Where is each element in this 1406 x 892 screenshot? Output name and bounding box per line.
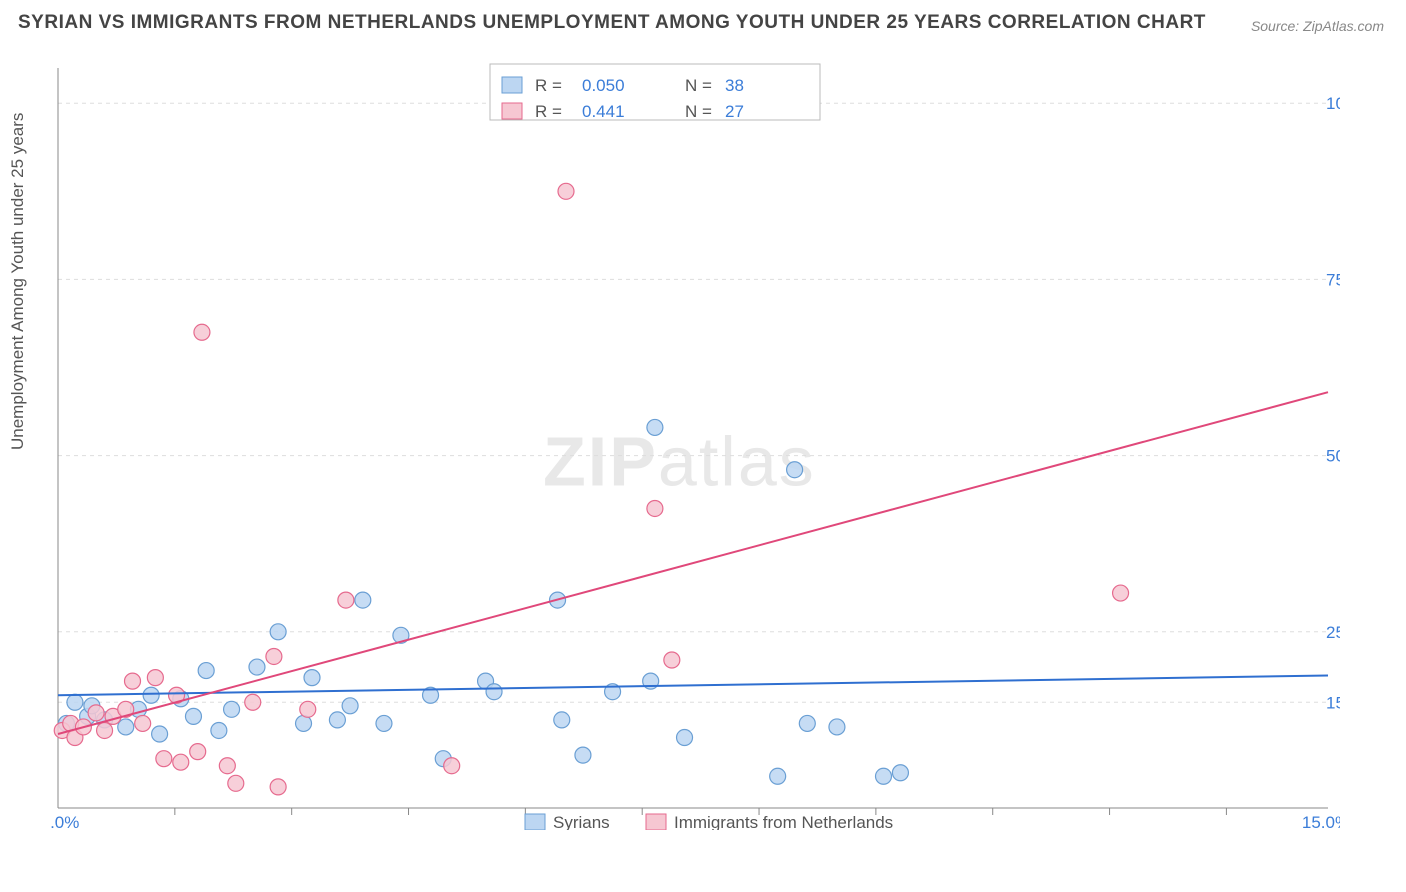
data-point	[300, 701, 316, 717]
legend-r-value: 0.050	[582, 76, 625, 95]
data-point	[829, 719, 845, 735]
bottom-legend-swatch	[646, 814, 666, 830]
bottom-legend-label: Syrians	[553, 813, 610, 830]
data-point	[876, 768, 892, 784]
data-point	[198, 663, 214, 679]
y-tick-label: 50.0%	[1326, 447, 1340, 466]
data-point	[575, 747, 591, 763]
data-point	[892, 765, 908, 781]
legend-swatch	[502, 77, 522, 93]
x-tick-label: 0.0%	[50, 813, 79, 830]
data-point	[787, 462, 803, 478]
data-point	[554, 712, 570, 728]
data-point	[156, 751, 172, 767]
data-point	[173, 754, 189, 770]
data-point	[304, 670, 320, 686]
data-point	[147, 670, 163, 686]
data-point	[558, 183, 574, 199]
y-tick-label: 15.0%	[1326, 693, 1340, 712]
source-label: Source: ZipAtlas.com	[1251, 18, 1384, 34]
data-point	[355, 592, 371, 608]
data-point	[296, 715, 312, 731]
data-point	[125, 673, 141, 689]
data-point	[211, 722, 227, 738]
data-point	[219, 758, 235, 774]
y-tick-label: 25.0%	[1326, 623, 1340, 642]
data-point	[88, 705, 104, 721]
data-point	[664, 652, 680, 668]
bottom-legend-swatch	[525, 814, 545, 830]
legend-n-value: 38	[725, 76, 744, 95]
data-point	[647, 500, 663, 516]
data-point	[342, 698, 358, 714]
data-point	[647, 419, 663, 435]
data-point	[185, 708, 201, 724]
scatter-chart: ZIPatlas 15.0% 25.0% 50.0% 75.0% 100.0% 0.0% 15…	[50, 60, 1340, 830]
data-point	[249, 659, 265, 675]
legend-n-label: N =	[685, 76, 712, 95]
data-point	[135, 715, 151, 731]
legend-r-label: R =	[535, 76, 562, 95]
data-point	[67, 694, 83, 710]
legend-r-label: R =	[535, 102, 562, 121]
data-point	[329, 712, 345, 728]
data-point	[444, 758, 460, 774]
data-point	[228, 775, 244, 791]
trend-line	[58, 676, 1328, 696]
data-point	[376, 715, 392, 731]
data-point	[245, 694, 261, 710]
data-point	[677, 730, 693, 746]
legend-r-value: 0.441	[582, 102, 625, 121]
watermark: ZIPatlas	[543, 423, 816, 501]
data-point	[190, 744, 206, 760]
y-tick-label: 75.0%	[1326, 270, 1340, 289]
legend-n-value: 27	[725, 102, 744, 121]
data-point	[224, 701, 240, 717]
data-point	[270, 779, 286, 795]
data-point	[194, 324, 210, 340]
data-point	[266, 648, 282, 664]
data-point	[143, 687, 159, 703]
data-point	[799, 715, 815, 731]
y-tick-label: 100.0%	[1326, 94, 1340, 113]
data-point	[338, 592, 354, 608]
legend-n-label: N =	[685, 102, 712, 121]
chart-title: SYRIAN VS IMMIGRANTS FROM NETHERLANDS UN…	[18, 12, 1206, 34]
data-point	[118, 719, 134, 735]
bottom-legend-label: Immigrants from Netherlands	[674, 813, 893, 830]
data-point	[486, 684, 502, 700]
data-point	[770, 768, 786, 784]
data-point	[97, 722, 113, 738]
data-point	[1113, 585, 1129, 601]
x-tick-label: 15.0%	[1302, 813, 1340, 830]
data-point	[270, 624, 286, 640]
legend-swatch	[502, 103, 522, 119]
y-axis-label: Unemployment Among Youth under 25 years	[8, 113, 28, 450]
data-point	[152, 726, 168, 742]
